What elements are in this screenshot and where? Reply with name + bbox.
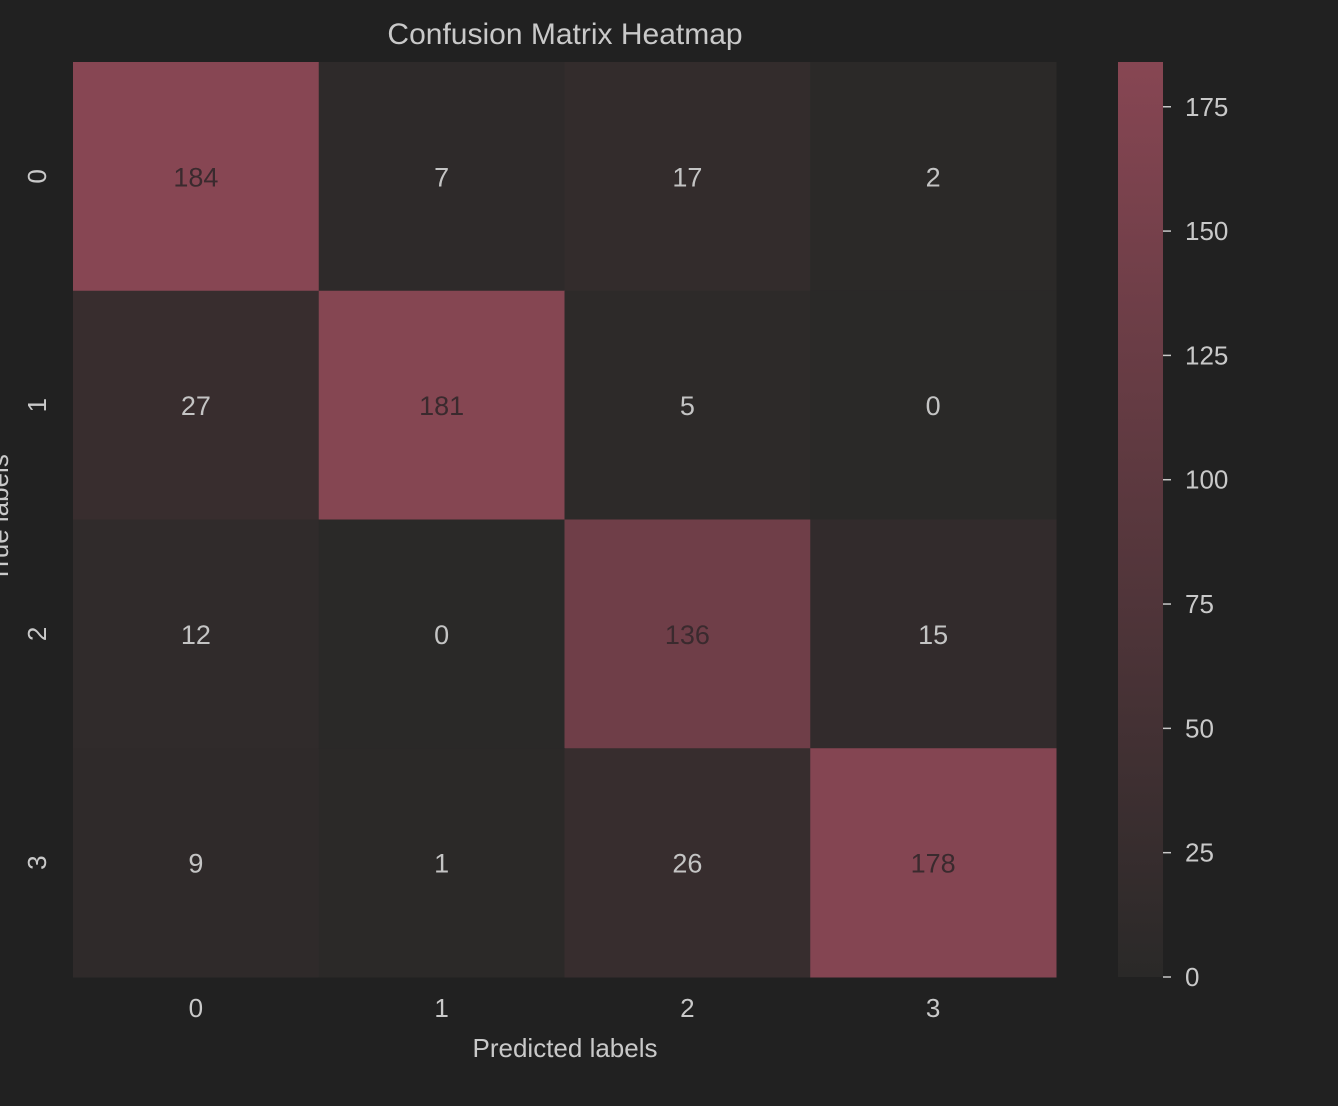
cell-annotation-0-3: 2 — [926, 162, 941, 192]
y-axis-label: True labels — [0, 454, 14, 582]
cell-annotation-2-1: 0 — [434, 620, 449, 650]
heatmap-cell-0-3 — [810, 62, 1057, 292]
heatmap-cell-3-3 — [810, 748, 1057, 978]
heatmap-cell-2-0 — [73, 519, 320, 749]
colorbar — [1118, 62, 1163, 977]
heatmap-cell-2-1 — [318, 519, 565, 749]
colorbar-tick-label-1: 25 — [1185, 838, 1214, 868]
cell-annotation-0-0: 184 — [173, 162, 218, 192]
cell-annotations: 184 7 17 2 27 181 5 0 12 0 136 15 9 1 26 178 — [173, 162, 955, 878]
heatmap-cell-2-3 — [810, 519, 1057, 749]
heatmap-cell-3-2 — [564, 748, 811, 978]
cell-annotation-1-2: 5 — [680, 391, 695, 421]
cell-annotation-2-2: 136 — [665, 620, 710, 650]
heatmap-cell-0-2 — [564, 62, 811, 292]
cell-annotation-1-0: 27 — [181, 391, 211, 421]
x-tick-label-0: 0 — [189, 993, 203, 1023]
x-tick-label-2: 2 — [680, 993, 694, 1023]
cell-annotation-3-1: 1 — [434, 849, 449, 879]
x-tick-label-1: 1 — [434, 993, 448, 1023]
heatmap-cell-2-2 — [564, 519, 811, 749]
cell-annotation-1-1: 181 — [419, 391, 464, 421]
heatmap-cell-1-1 — [318, 290, 565, 520]
colorbar-tick-label-5: 125 — [1185, 340, 1228, 370]
heatmap-cell-3-1 — [318, 748, 565, 978]
y-tick-label-1: 1 — [22, 398, 52, 412]
heatmap-cell-0-0 — [73, 62, 320, 292]
cell-annotation-3-0: 9 — [188, 849, 203, 879]
cell-annotation-0-2: 17 — [672, 162, 702, 192]
cell-annotation-2-3: 15 — [918, 620, 948, 650]
colorbar-tick-label-3: 75 — [1185, 589, 1214, 619]
y-tick-label-0: 0 — [22, 169, 52, 183]
heatmap-cell-0-1 — [318, 62, 565, 292]
heatmap-cell-1-2 — [564, 290, 811, 520]
y-axis-ticks: 0 1 2 3 — [22, 169, 52, 870]
colorbar-tick-label-7: 175 — [1185, 92, 1228, 122]
heatmap-cell-3-0 — [73, 748, 320, 978]
cell-annotation-2-0: 12 — [181, 620, 211, 650]
x-tick-label-3: 3 — [926, 993, 940, 1023]
colorbar-tick-label-6: 150 — [1185, 216, 1228, 246]
cell-annotation-0-1: 7 — [434, 162, 449, 192]
y-tick-label-2: 2 — [22, 627, 52, 641]
heatmap-cell-1-3 — [810, 290, 1057, 520]
cell-annotation-3-2: 26 — [672, 849, 702, 879]
cell-annotation-3-3: 178 — [911, 849, 956, 879]
chart-title: Confusion Matrix Heatmap — [387, 18, 742, 51]
cell-annotation-1-3: 0 — [926, 391, 941, 421]
colorbar-tick-label-4: 100 — [1185, 465, 1228, 495]
colorbar-ticks: 0 25 50 75 100 125 150 175 — [1163, 92, 1228, 992]
heatmap-cells — [73, 62, 1057, 978]
y-tick-label-3: 3 — [22, 855, 52, 869]
colorbar-tick-label-2: 50 — [1185, 713, 1214, 743]
x-axis-label: Predicted labels — [473, 1033, 658, 1063]
heatmap-cell-1-0 — [73, 290, 320, 520]
colorbar-tick-label-0: 0 — [1185, 962, 1199, 992]
x-axis-ticks: 0 1 2 3 — [189, 993, 941, 1023]
